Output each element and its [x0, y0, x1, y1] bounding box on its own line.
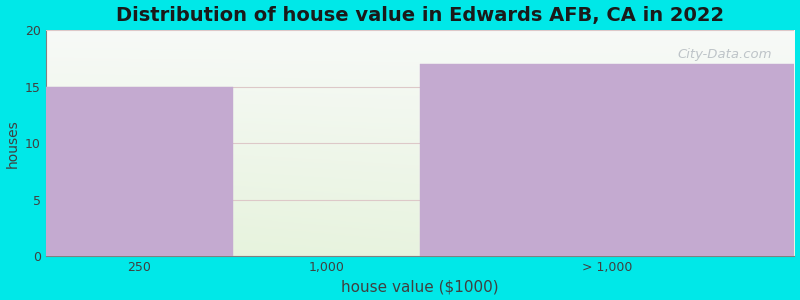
Bar	[420, 64, 794, 256]
Bar	[46, 87, 233, 256]
Y-axis label: houses: houses	[6, 119, 19, 167]
Title: Distribution of house value in Edwards AFB, CA in 2022: Distribution of house value in Edwards A…	[116, 6, 724, 25]
Text: City-Data.com: City-Data.com	[678, 48, 772, 61]
X-axis label: house value ($1000): house value ($1000)	[342, 279, 499, 294]
